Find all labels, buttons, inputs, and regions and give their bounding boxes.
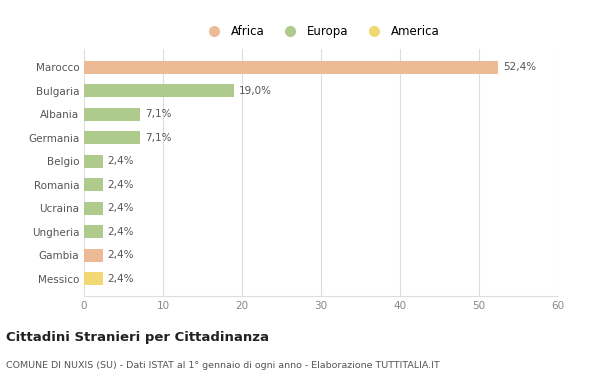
Bar bbox=[84, 272, 103, 285]
Bar bbox=[84, 225, 103, 238]
Text: 2,4%: 2,4% bbox=[108, 274, 134, 284]
Text: 7,1%: 7,1% bbox=[145, 133, 172, 142]
Text: 7,1%: 7,1% bbox=[145, 109, 172, 119]
Text: 19,0%: 19,0% bbox=[239, 86, 272, 96]
Text: 2,4%: 2,4% bbox=[108, 227, 134, 237]
Text: 2,4%: 2,4% bbox=[108, 203, 134, 213]
Bar bbox=[84, 202, 103, 215]
Bar bbox=[84, 84, 234, 97]
Bar bbox=[84, 131, 140, 144]
Bar bbox=[84, 249, 103, 262]
Text: 2,4%: 2,4% bbox=[108, 250, 134, 260]
Text: COMUNE DI NUXIS (SU) - Dati ISTAT al 1° gennaio di ogni anno - Elaborazione TUTT: COMUNE DI NUXIS (SU) - Dati ISTAT al 1° … bbox=[6, 361, 440, 370]
Text: 2,4%: 2,4% bbox=[108, 180, 134, 190]
Bar bbox=[84, 108, 140, 120]
Legend: Africa, Europa, America: Africa, Europa, America bbox=[197, 21, 445, 43]
Bar bbox=[84, 155, 103, 168]
Text: Cittadini Stranieri per Cittadinanza: Cittadini Stranieri per Cittadinanza bbox=[6, 331, 269, 344]
Bar bbox=[84, 178, 103, 191]
Text: 52,4%: 52,4% bbox=[503, 62, 536, 72]
Text: 2,4%: 2,4% bbox=[108, 156, 134, 166]
Bar bbox=[84, 61, 498, 74]
